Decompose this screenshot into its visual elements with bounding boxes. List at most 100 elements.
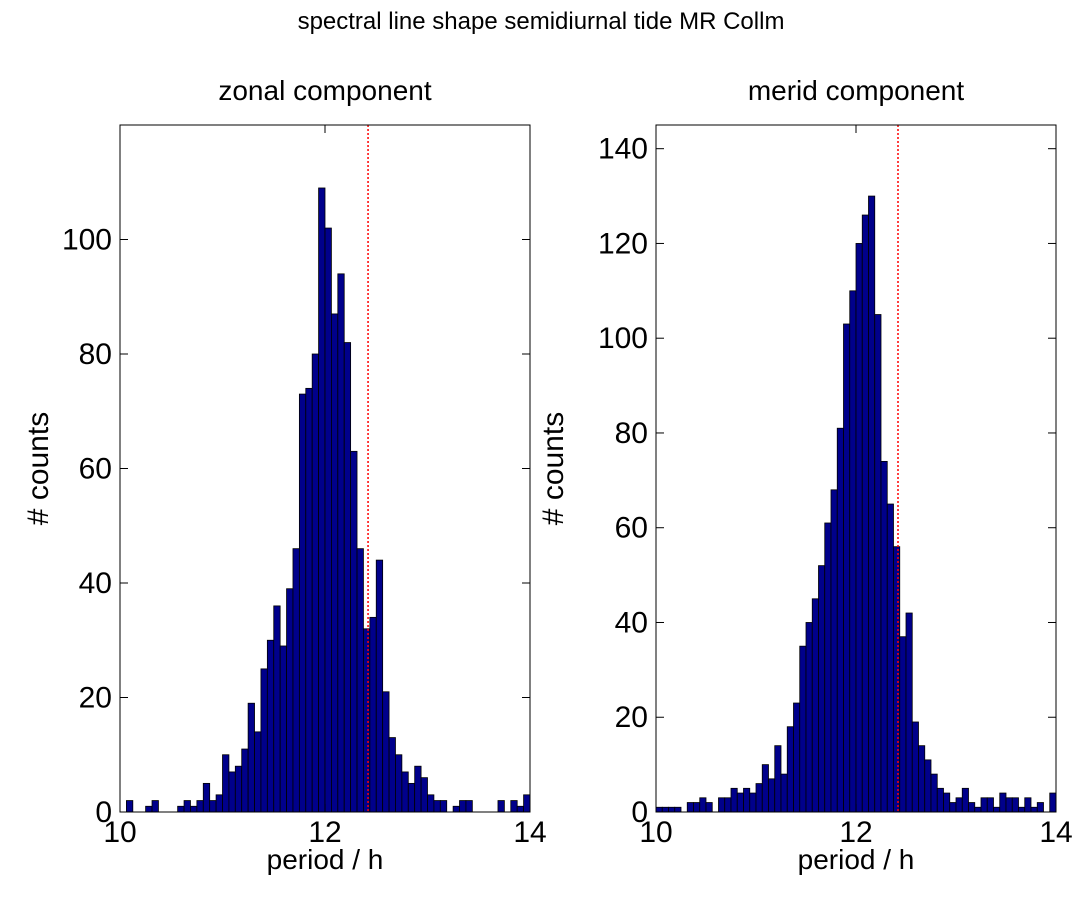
zonal-xtick-label-2: 14 [513,816,546,849]
merid-bar-31 [849,290,857,813]
zonal-panel-title: zonal component [218,75,431,106]
zonal-y-axis-label: # counts [22,412,55,525]
zonal-bar-44 [401,771,409,813]
zonal-xtick-label-1: 12 [308,816,341,849]
merid-bar-10 [718,797,726,813]
merid-bar-61 [1036,802,1044,813]
merid-bar-28 [830,489,838,813]
merid-bar-15 [749,792,757,813]
zonal-bar-4 [145,805,153,813]
zonal-bar-16 [222,754,230,813]
merid-bar-55 [999,792,1007,813]
zonal-bar-23 [266,639,275,813]
zonal-bar-32 [324,227,332,813]
zonal-bar-43 [395,754,403,813]
zonal-ytick-label-3: 60 [79,453,112,486]
merid-bar-29 [836,427,844,813]
merid-xtick-label-0: 10 [639,816,672,849]
merid-bar-32 [855,243,863,813]
merid-ytick-label-5: 100 [598,322,648,355]
merid-bar-19 [774,745,782,813]
merid-bar-20 [780,773,788,813]
merid-bar-27 [824,522,832,813]
zonal-bar-10 [183,800,191,813]
merid-bar-42 [918,745,926,813]
zonal-bar-38 [363,628,371,813]
zonal-bar-33 [331,313,339,813]
zonal-bar-29 [305,387,313,813]
zonal-bar-12 [196,800,204,813]
zonal-bar-47 [420,777,428,813]
merid-bar-37 [886,503,894,813]
zonal-x-axis-label: period / h [267,844,384,875]
zonal-bar-52 [452,805,460,813]
zonal-bar-46 [414,765,422,813]
zonal-bar-53 [459,800,467,813]
merid-y-axis-label: # counts [537,412,570,525]
zonal-bar-28 [298,393,307,813]
merid-bar-56 [1005,797,1013,813]
merid-bar-48 [955,797,963,813]
merid-bar-53 [986,797,994,813]
zonal-bar-25 [279,645,287,813]
zonal-bar-62 [516,805,524,813]
zonal-bar-5 [151,800,159,813]
merid-x-axis-label: period / h [798,844,915,875]
merid-bar-50 [968,802,976,813]
merid-bar-22 [793,702,801,813]
zonal-bar-24 [273,605,281,813]
merid-ytick-label-1: 20 [615,701,648,734]
merid-xtick-label-1: 12 [839,816,872,849]
zonal-bar-18 [234,765,243,813]
merid-bar-16 [755,783,763,813]
merid-bar-8 [705,802,713,813]
zonal-bar-21 [254,731,262,813]
merid-bar-0 [655,806,663,813]
merid-bar-43 [924,759,932,813]
merid-bar-11 [724,797,732,813]
merid-bar-38 [893,546,901,813]
zonal-bar-48 [427,794,435,813]
zonal-bar-26 [286,588,294,813]
merid-bar-58 [1018,806,1026,813]
zonal-bar-35 [343,342,352,813]
zonal-ytick-label-0: 0 [95,796,112,829]
zonal-bar-63 [523,794,531,813]
zonal-bar-61 [510,800,518,813]
merid-bar-41 [911,721,919,813]
merid-bar-13 [736,792,744,813]
zonal-bar-27 [292,548,300,813]
merid-bar-36 [880,460,888,813]
merid-bar-54 [993,806,1001,813]
zonal-bar-59 [497,800,505,813]
zonal-bar-20 [247,702,255,813]
merid-xtick-label-2: 14 [1039,816,1072,849]
merid-panel-title: merid component [748,75,965,106]
merid-ytick-label-3: 60 [615,512,648,545]
merid-bar-25 [811,598,819,813]
merid-bar-52 [980,797,988,813]
merid-bar-39 [899,636,907,813]
zonal-ytick-label-1: 20 [79,682,112,715]
merid-bar-3 [674,806,682,813]
merid-ytick-label-4: 80 [615,417,648,450]
merid-bar-63 [1049,792,1057,813]
zonal-bar-40 [375,559,384,813]
zonal-xtick-label-0: 10 [103,816,136,849]
merid-bar-26 [818,565,826,813]
zonal-bar-19 [241,748,249,813]
zonal-bar-49 [433,800,441,813]
merid-bar-6 [693,802,701,813]
merid-bar-49 [961,787,969,813]
zonal-ytick-label-2: 40 [79,567,112,600]
zonal-bar-34 [337,273,345,813]
merid-bar-33 [861,214,869,813]
zonal-bar-37 [356,548,364,813]
merid-bar-5 [686,802,694,813]
merid-ytick-label-6: 120 [598,227,648,260]
zonal-bar-50 [439,800,448,813]
zonal-bar-31 [318,187,326,813]
merid-bar-60 [1030,806,1038,813]
merid-bar-46 [943,792,951,813]
